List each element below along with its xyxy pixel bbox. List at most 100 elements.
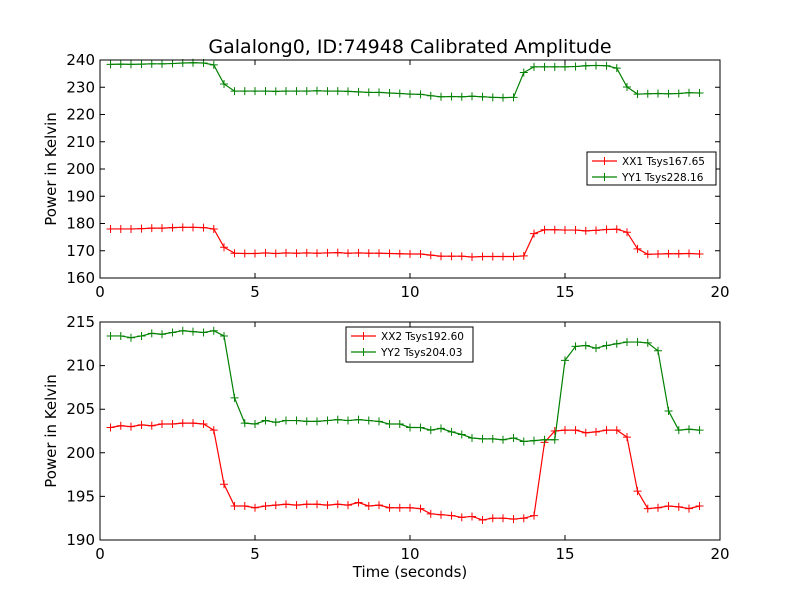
legend-marker (600, 157, 609, 165)
data-point (561, 356, 569, 365)
data-point (137, 331, 146, 340)
y-tick-label: 200 (66, 444, 95, 462)
data-point (240, 87, 249, 96)
data-point (592, 61, 600, 70)
y-tick-label: 190 (66, 531, 95, 549)
data-point (447, 427, 456, 436)
data-point (612, 339, 621, 348)
data-point (199, 420, 208, 429)
data-point (344, 249, 352, 258)
data-point (209, 60, 218, 69)
data-point (375, 88, 383, 97)
data-point (457, 252, 466, 261)
data-point (416, 423, 425, 432)
data-point (168, 223, 177, 232)
data-point (333, 248, 342, 257)
data-point (354, 248, 363, 257)
legend-marker (600, 173, 609, 181)
data-point (209, 326, 218, 335)
data-point (168, 420, 177, 429)
data-point (426, 509, 435, 518)
legend: XX2 Tsys192.60 YY2 Tsys204.03 (345, 326, 474, 363)
data-point (685, 249, 693, 258)
data-point (302, 417, 311, 426)
data-point (323, 416, 332, 425)
data-point (633, 338, 642, 347)
x-tick-label: 10 (400, 545, 419, 563)
data-point (530, 229, 538, 238)
data-point (385, 420, 394, 429)
series-line-2 (110, 62, 700, 99)
data-point (282, 87, 290, 96)
data-point (519, 514, 528, 523)
data-point (116, 224, 125, 233)
data-point (344, 87, 352, 96)
data-point (530, 62, 538, 71)
bottom-subplot: 0 5 10 15 20 190 195 200 205 210 215 Power in Kelvi… (42, 313, 730, 581)
data-point (654, 503, 662, 512)
data-point (571, 226, 580, 235)
data-point (323, 87, 332, 96)
data-point (468, 512, 476, 521)
data-point (282, 416, 290, 425)
data-point (313, 500, 321, 509)
data-point (602, 61, 611, 70)
data-point (592, 427, 600, 436)
data-point (499, 252, 507, 261)
data-point (240, 419, 249, 428)
data-point (468, 92, 476, 101)
legend-marker (359, 348, 368, 356)
series-line-2 (110, 330, 700, 443)
data-point (106, 224, 115, 233)
data-point (199, 223, 208, 232)
data-point (158, 420, 166, 429)
data-point (519, 437, 528, 446)
data-point (685, 425, 693, 434)
data-point (209, 224, 218, 233)
x-tick-label: 0 (95, 545, 105, 563)
data-point (375, 417, 383, 426)
data-point (395, 420, 404, 429)
x-tick-label: 15 (555, 545, 574, 563)
y-axis-label: Power in Kelvin (42, 374, 60, 488)
data-point (509, 252, 518, 261)
data-point (447, 252, 456, 261)
data-point (292, 416, 301, 425)
y-tick-label: 195 (66, 487, 95, 505)
data-point (478, 92, 487, 101)
data-point (509, 433, 518, 442)
data-point (230, 393, 239, 402)
data-point (251, 87, 259, 96)
data-point (478, 515, 487, 524)
x-tick-label: 0 (95, 283, 105, 301)
x-tick-label: 20 (710, 283, 729, 301)
data-point (457, 430, 466, 439)
data-point (674, 89, 683, 98)
data-point (623, 228, 631, 237)
y-tick-label: 160 (66, 269, 95, 287)
data-point (406, 423, 414, 432)
data-point (106, 60, 115, 69)
data-point (106, 423, 115, 432)
data-point (612, 426, 621, 435)
series-line-1 (110, 226, 700, 258)
data-point (313, 417, 321, 426)
data-point (354, 87, 363, 96)
data-point (437, 510, 445, 519)
data-point (664, 89, 673, 98)
data-point (271, 418, 280, 427)
data-point (137, 224, 146, 233)
data-point (116, 331, 125, 340)
data-point (364, 249, 373, 258)
data-point (530, 436, 538, 445)
data-point (261, 248, 270, 257)
data-point (189, 327, 197, 336)
data-point (168, 328, 177, 337)
data-point (199, 328, 208, 337)
data-point (220, 243, 228, 252)
data-point (416, 504, 425, 513)
data-point (499, 514, 507, 523)
data-point (189, 223, 197, 232)
data-point (695, 88, 704, 97)
